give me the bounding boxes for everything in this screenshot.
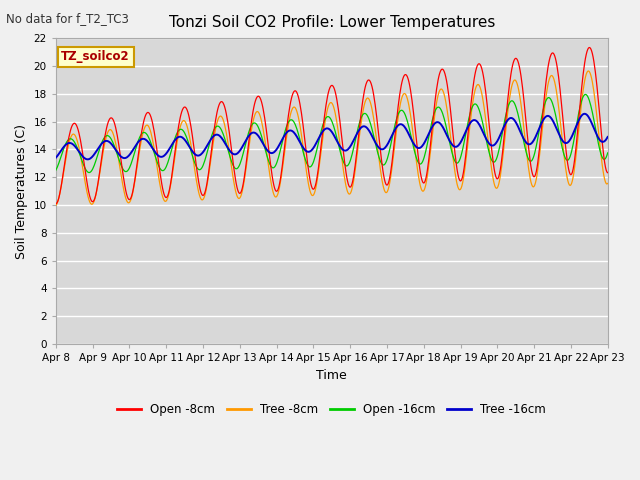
Y-axis label: Soil Temperatures (C): Soil Temperatures (C) xyxy=(15,123,28,259)
Open -16cm xyxy=(400,109,408,115)
Tree -8cm xyxy=(175,131,182,137)
Open -16cm xyxy=(52,168,60,173)
Open -16cm xyxy=(85,169,93,175)
Tree -8cm xyxy=(62,156,70,162)
Legend: Open -8cm, Tree -8cm, Open -16cm, Tree -16cm: Open -8cm, Tree -8cm, Open -16cm, Tree -… xyxy=(113,399,551,421)
Open -8cm xyxy=(175,123,182,129)
Open -16cm xyxy=(175,127,183,132)
Tree -16cm xyxy=(120,155,127,161)
Open -8cm xyxy=(399,76,406,82)
Open -8cm xyxy=(62,152,70,158)
Open -8cm xyxy=(119,168,127,174)
Open -16cm xyxy=(416,161,424,167)
Tree -16cm xyxy=(400,123,408,129)
Tree -8cm xyxy=(52,203,60,208)
Tree -8cm xyxy=(415,176,422,181)
Open -16cm xyxy=(582,92,589,97)
Open -8cm xyxy=(604,170,612,176)
Tree -16cm xyxy=(416,145,424,151)
Line: Open -16cm: Open -16cm xyxy=(56,95,608,172)
Tree -16cm xyxy=(83,156,91,162)
Open -8cm xyxy=(204,175,212,181)
X-axis label: Time: Time xyxy=(316,369,347,382)
Line: Tree -16cm: Tree -16cm xyxy=(56,114,608,159)
Text: No data for f_T2_TC3: No data for f_T2_TC3 xyxy=(6,12,129,25)
Line: Open -8cm: Open -8cm xyxy=(56,48,608,204)
Tree -8cm xyxy=(585,68,593,74)
Title: Tonzi Soil CO2 Profile: Lower Temperatures: Tonzi Soil CO2 Profile: Lower Temperatur… xyxy=(168,15,495,30)
Open -8cm xyxy=(415,159,422,165)
Tree -8cm xyxy=(604,180,612,186)
Tree -16cm xyxy=(52,155,60,161)
Tree -16cm xyxy=(175,134,183,140)
Tree -16cm xyxy=(205,140,212,146)
Text: TZ_soilco2: TZ_soilco2 xyxy=(61,50,130,63)
Tree -8cm xyxy=(119,181,127,187)
Open -8cm xyxy=(52,201,60,207)
Open -16cm xyxy=(604,150,612,156)
Tree -8cm xyxy=(204,178,212,183)
Line: Tree -8cm: Tree -8cm xyxy=(56,71,608,205)
Open -8cm xyxy=(586,45,593,50)
Tree -16cm xyxy=(581,111,589,117)
Open -16cm xyxy=(205,144,212,150)
Tree -16cm xyxy=(604,134,612,140)
Tree -8cm xyxy=(399,92,406,98)
Open -16cm xyxy=(120,167,127,173)
Tree -16cm xyxy=(62,142,70,147)
Open -16cm xyxy=(62,141,70,146)
